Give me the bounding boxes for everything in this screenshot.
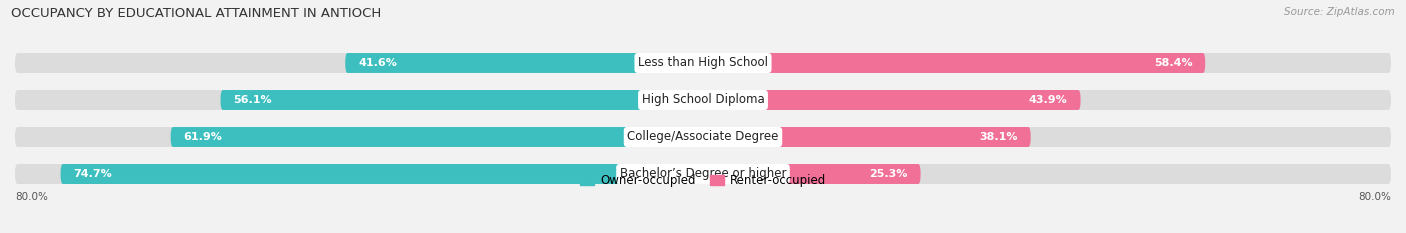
Text: College/Associate Degree: College/Associate Degree xyxy=(627,130,779,144)
FancyBboxPatch shape xyxy=(346,53,703,73)
FancyBboxPatch shape xyxy=(60,164,703,184)
FancyBboxPatch shape xyxy=(15,164,1391,184)
Text: Bachelor’s Degree or higher: Bachelor’s Degree or higher xyxy=(620,168,786,181)
Text: 43.9%: 43.9% xyxy=(1029,95,1067,105)
Text: 41.6%: 41.6% xyxy=(359,58,396,68)
FancyBboxPatch shape xyxy=(703,164,921,184)
Text: 38.1%: 38.1% xyxy=(979,132,1018,142)
Text: 80.0%: 80.0% xyxy=(1358,192,1391,202)
Text: 56.1%: 56.1% xyxy=(233,95,273,105)
Text: Less than High School: Less than High School xyxy=(638,56,768,69)
FancyBboxPatch shape xyxy=(15,53,1391,73)
Text: 25.3%: 25.3% xyxy=(869,169,908,179)
FancyBboxPatch shape xyxy=(703,90,1081,110)
FancyBboxPatch shape xyxy=(170,127,703,147)
FancyBboxPatch shape xyxy=(15,127,1391,147)
Text: 80.0%: 80.0% xyxy=(15,192,48,202)
Text: 58.4%: 58.4% xyxy=(1154,58,1192,68)
FancyBboxPatch shape xyxy=(15,90,1391,110)
Text: 74.7%: 74.7% xyxy=(73,169,112,179)
FancyBboxPatch shape xyxy=(703,53,1205,73)
Text: 61.9%: 61.9% xyxy=(184,132,222,142)
Text: OCCUPANCY BY EDUCATIONAL ATTAINMENT IN ANTIOCH: OCCUPANCY BY EDUCATIONAL ATTAINMENT IN A… xyxy=(11,7,381,20)
FancyBboxPatch shape xyxy=(221,90,703,110)
Text: High School Diploma: High School Diploma xyxy=(641,93,765,106)
Legend: Owner-occupied, Renter-occupied: Owner-occupied, Renter-occupied xyxy=(575,169,831,192)
FancyBboxPatch shape xyxy=(703,127,1031,147)
Text: Source: ZipAtlas.com: Source: ZipAtlas.com xyxy=(1284,7,1395,17)
